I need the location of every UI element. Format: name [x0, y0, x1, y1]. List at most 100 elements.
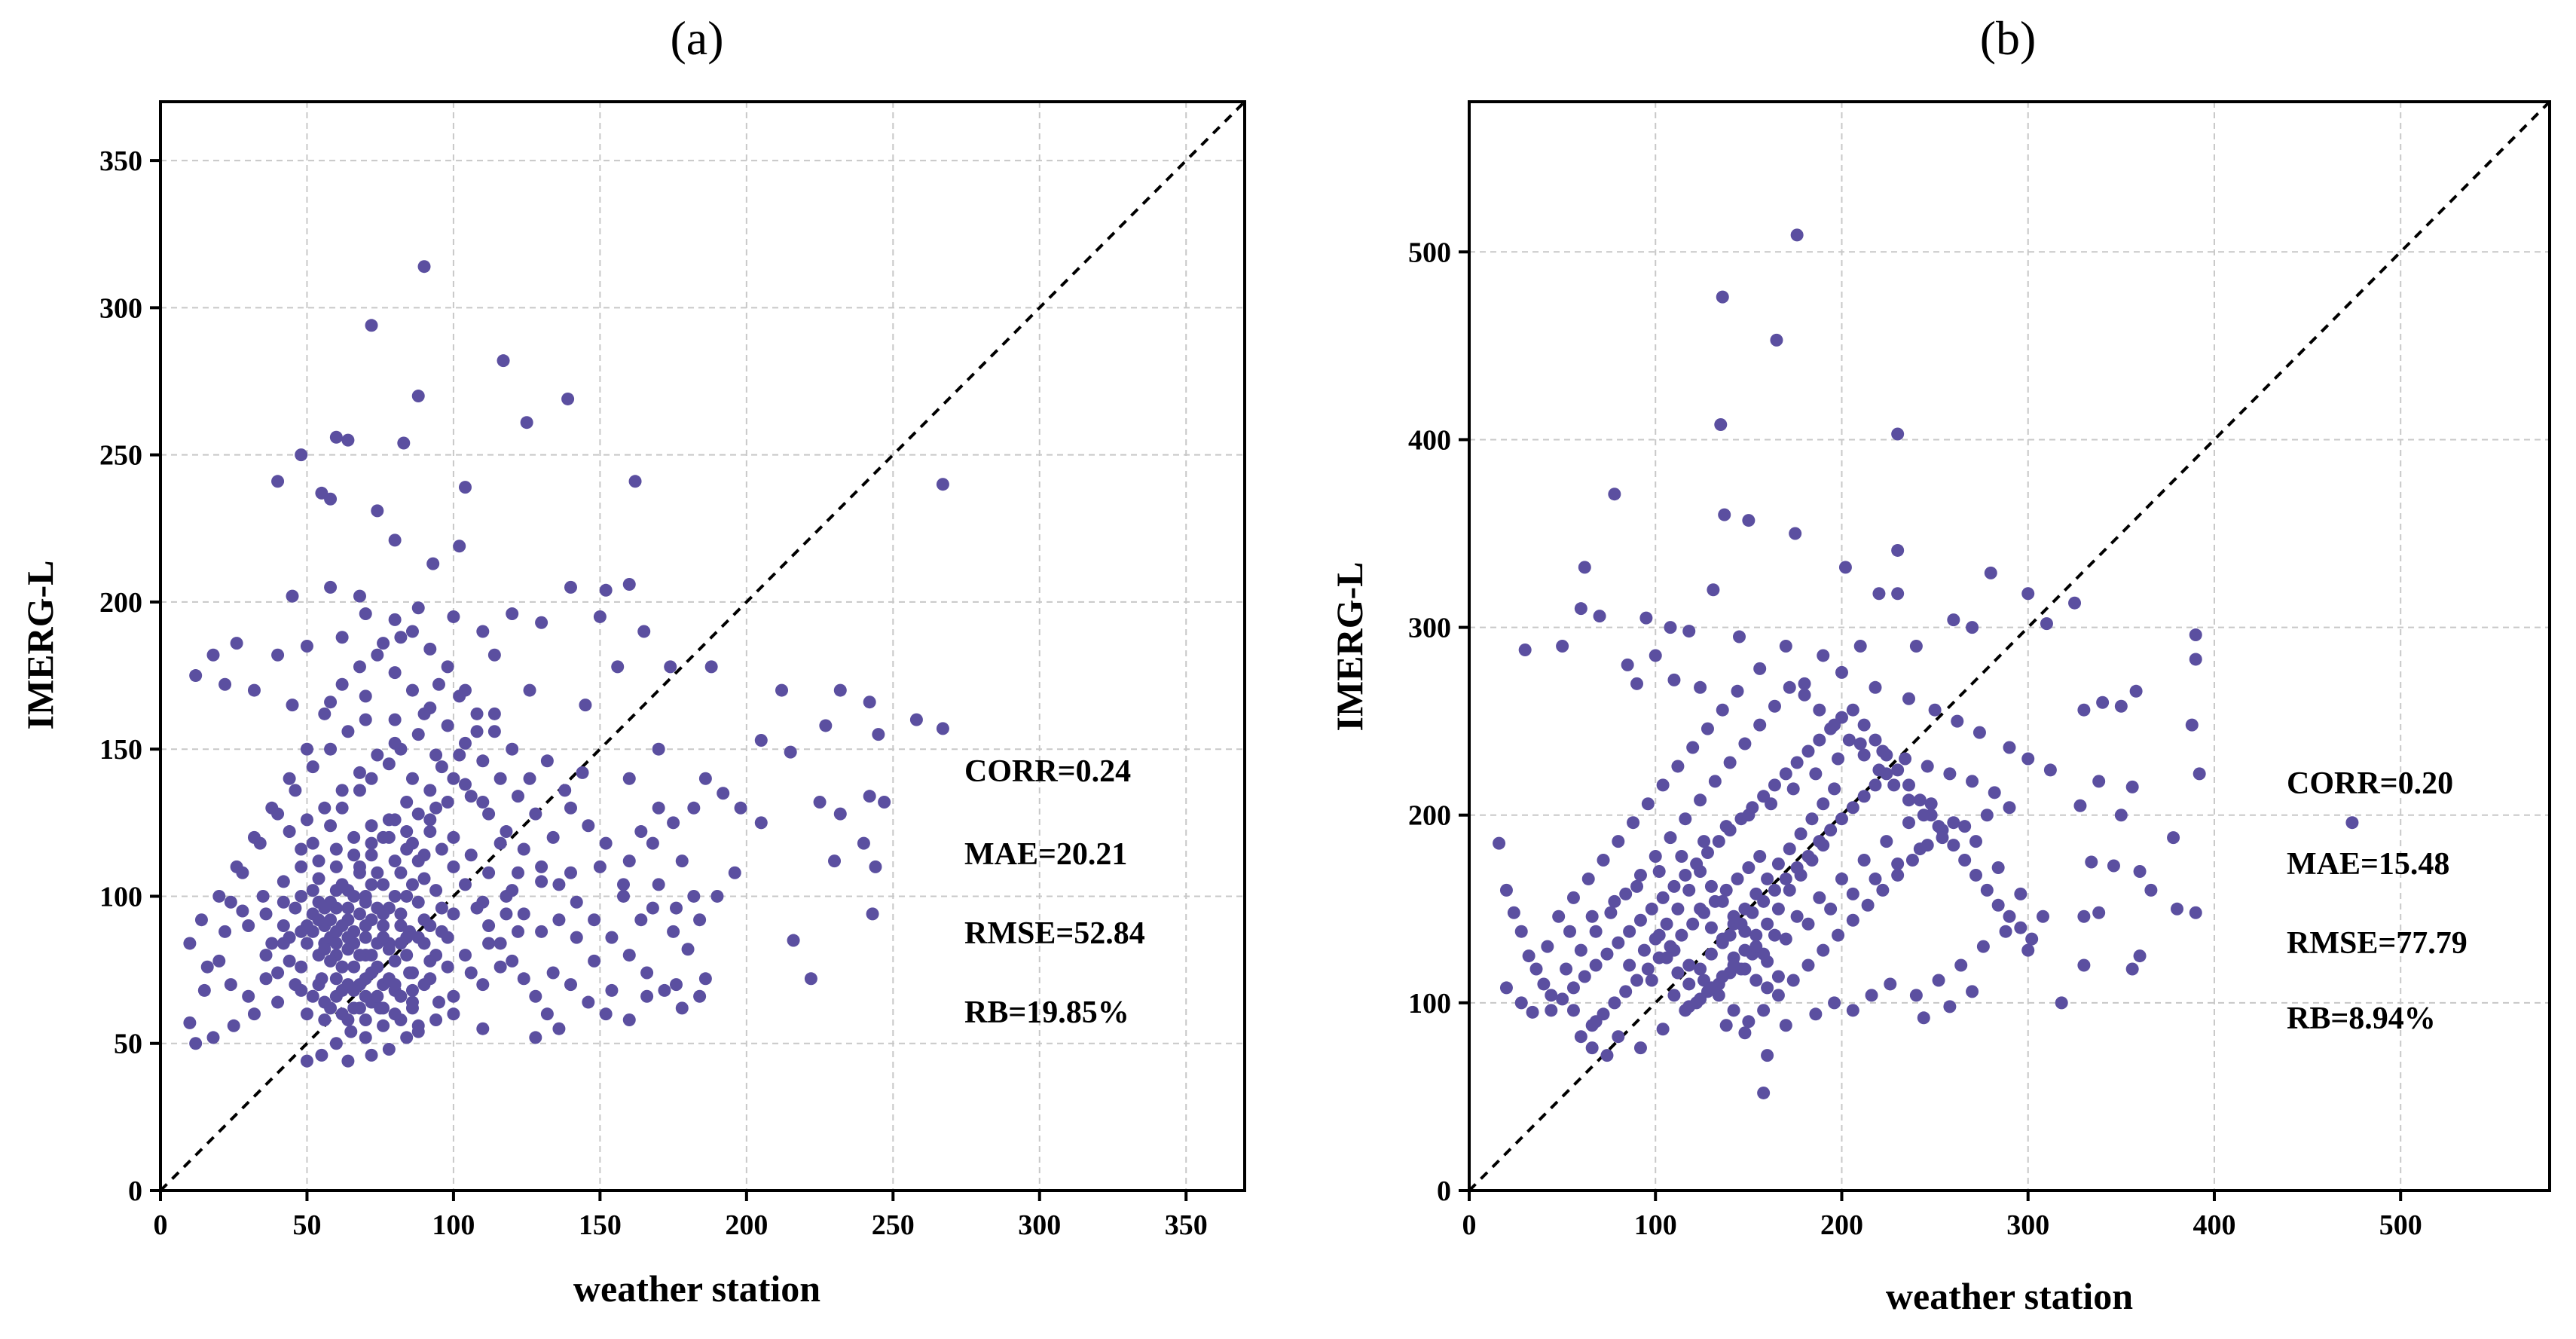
panel-a-data-point	[189, 669, 203, 683]
panel-a-data-point	[365, 1048, 378, 1062]
panel-a-data-point	[622, 772, 636, 785]
panel-a-data-point	[218, 677, 232, 691]
panel-a-data-point	[388, 666, 402, 680]
panel-b-data-point	[1805, 812, 1819, 826]
panel-b-data-point	[1682, 883, 1696, 897]
panel-b-data-point	[1633, 913, 1647, 927]
panel-a-data-point	[218, 925, 232, 938]
panel-a-data-point	[365, 836, 378, 850]
panel-b-data-point	[1876, 883, 1890, 897]
panel-a-data-point	[295, 960, 308, 974]
panel-b-data-point	[1917, 809, 1930, 822]
panel-a-data-point	[429, 949, 443, 962]
panel-a-data-point	[315, 1048, 328, 1062]
panel-b-data-point	[1771, 970, 1785, 983]
panel-b-data-point	[1972, 726, 1986, 739]
panel-b-data-point	[1757, 1004, 1771, 1017]
panel-a-data-point	[693, 913, 707, 927]
panel-a-stat-rb: RB=19.85%	[964, 995, 1129, 1030]
panel-b-data-point	[1813, 835, 1826, 848]
panel-a-data-point	[335, 631, 349, 644]
panel-b-data-point	[1857, 748, 1871, 762]
panel-b-data-point	[1857, 790, 1871, 803]
panel-b-data-point	[1932, 820, 1945, 833]
panel-a-data-point	[329, 430, 343, 444]
panel-b-data-point	[1786, 974, 1800, 987]
panel-b-data-point	[1846, 913, 1859, 927]
panel-a-data-point	[300, 640, 313, 653]
panel-a-data-point	[271, 995, 285, 1009]
panel-a-data-point	[341, 1054, 355, 1068]
panel-a-data-point	[400, 889, 414, 903]
panel-b-data-point	[1649, 850, 1662, 864]
panel-b-data-point	[1522, 949, 1536, 963]
panel-a-data-point	[318, 1013, 332, 1026]
panel-b-data-point	[1742, 1015, 1756, 1029]
panel-a-data-point	[423, 972, 437, 986]
panel-b-data-point	[1771, 902, 1785, 916]
panel-a-data-point	[295, 860, 308, 873]
panel-a-data-point	[423, 702, 437, 715]
panel-b-data-point	[1761, 981, 1774, 995]
panel-a-data-point	[335, 677, 349, 691]
panel-a-data-point	[388, 533, 402, 547]
panel-a-data-point	[611, 660, 625, 674]
panel-a-data-point	[382, 757, 396, 771]
panel-b-stat-corr: CORR=0.20	[2287, 766, 2453, 801]
panel-a-data-point	[453, 748, 466, 762]
panel-b-data-point	[1765, 797, 1778, 811]
panel-a-data-point	[494, 960, 507, 974]
panel-a-y-tick-label: 250	[99, 440, 142, 472]
panel-b-data-point	[1857, 718, 1871, 732]
panel-b-data-point	[1789, 527, 1802, 540]
panel-b-data-point	[2055, 996, 2068, 1010]
panel-b-data-point	[1585, 1041, 1599, 1055]
panel-a-data-point	[324, 913, 338, 927]
panel-a-data-point	[500, 825, 513, 839]
panel-a-data-point	[511, 790, 524, 803]
panel-a-data-point	[804, 972, 817, 986]
panel-b-points	[1493, 228, 2359, 1099]
panel-a-data-point	[236, 866, 249, 879]
panel-b-data-point	[1857, 854, 1871, 867]
panel-a-data-point	[300, 1054, 313, 1068]
panel-b-data-point	[1704, 947, 1718, 961]
panel-b-data-point	[1768, 883, 1781, 897]
panel-a-data-point	[329, 860, 343, 873]
panel-a-data-point	[371, 748, 384, 762]
panel-b-data-point	[1779, 767, 1792, 781]
panel-a-data-point	[377, 1001, 390, 1015]
panel-a-data-point	[640, 966, 654, 980]
panel-a-data-point	[872, 728, 885, 741]
panel-b-data-point	[1556, 640, 1569, 653]
panel-a-x-tick-label: 350	[1165, 1209, 1208, 1241]
panel-a-data-point	[540, 1007, 554, 1021]
panel-a-data-point	[335, 801, 349, 815]
panel-a-data-point	[552, 913, 566, 927]
panel-a-data-point	[523, 772, 536, 785]
panel-a-data-point	[482, 937, 496, 950]
panel-b-data-point	[1716, 703, 1729, 717]
panel-b-data-point	[1514, 925, 1528, 938]
panel-a-data-point	[622, 577, 636, 591]
panel-b-data-point	[1623, 958, 1636, 972]
panel-a-data-point	[259, 907, 273, 921]
panel-b-data-point	[1801, 850, 1815, 864]
panel-a-data-point	[487, 648, 501, 662]
panel-a-data-point	[634, 825, 648, 839]
panel-b-data-point	[2125, 962, 2139, 976]
panel-a-data-point	[564, 801, 577, 815]
panel-a-data-point	[698, 772, 712, 785]
panel-b-data-point	[1619, 887, 1633, 900]
panel-a-data-point	[819, 719, 833, 732]
panel-a-data-point	[470, 725, 484, 738]
panel-b-data-point	[1589, 958, 1603, 972]
panel-b-data-point	[1891, 868, 1905, 882]
panel-b-data-point	[1649, 932, 1662, 946]
panel-b-data-point	[1835, 665, 1848, 679]
panel-b-data-point	[1824, 824, 1838, 837]
panel-a-data-point	[506, 607, 519, 621]
panel-a-data-point	[494, 772, 507, 785]
panel-b-data-point	[1779, 872, 1792, 885]
panel-b-data-point	[2107, 859, 2120, 873]
